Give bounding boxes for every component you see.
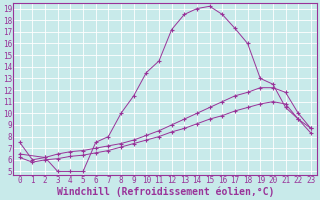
X-axis label: Windchill (Refroidissement éolien,°C): Windchill (Refroidissement éolien,°C): [57, 187, 274, 197]
